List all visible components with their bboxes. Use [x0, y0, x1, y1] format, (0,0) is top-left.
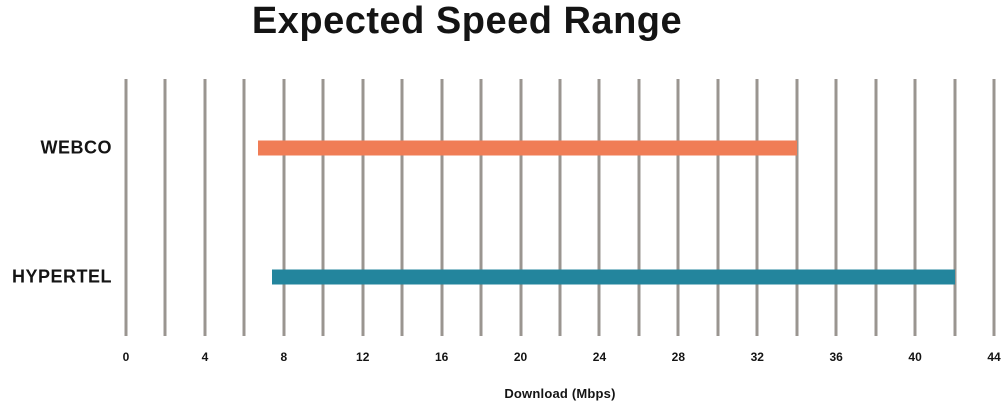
- gridline: [163, 79, 167, 336]
- x-tick-label: 40: [908, 350, 922, 364]
- chart-title: Expected Speed Range: [251, 0, 683, 42]
- gridline: [953, 79, 957, 336]
- gridline: [558, 79, 562, 336]
- gridline: [361, 79, 365, 336]
- range-bar-webco: [258, 140, 797, 156]
- x-tick-label: 24: [592, 350, 607, 364]
- category-label-webco: WEBCO: [40, 137, 112, 158]
- gridline: [519, 79, 523, 336]
- x-tick-label: 8: [280, 350, 288, 364]
- gridline: [874, 79, 878, 336]
- gridline: [124, 79, 128, 336]
- gridline: [440, 79, 444, 336]
- x-tick-label: 44: [987, 350, 1001, 364]
- category-label-hypertel: HYPERTEL: [11, 266, 112, 287]
- gridline: [321, 79, 325, 336]
- gridline: [755, 79, 759, 336]
- x-tick-label: 32: [750, 350, 764, 364]
- gridline: [282, 79, 286, 336]
- plot-area: [124, 79, 996, 336]
- x-axis-ticks: 0 4 8 12 16 20 24 28 32 36 40 44: [122, 350, 1001, 368]
- gridline: [992, 79, 996, 336]
- x-axis-label: Download (Mbps): [504, 386, 616, 401]
- gridline: [597, 79, 601, 336]
- gridline: [676, 79, 680, 336]
- x-tick-label: 4: [201, 350, 209, 364]
- gridline: [716, 79, 720, 336]
- gridline: [834, 79, 838, 336]
- category-axis: WEBCO HYPERTEL: [0, 79, 112, 336]
- gridline: [203, 79, 207, 336]
- gridline: [479, 79, 483, 336]
- gridline: [637, 79, 641, 336]
- gridline: [795, 79, 799, 336]
- gridline: [242, 79, 246, 336]
- gridline: [400, 79, 404, 336]
- x-tick-label: 28: [671, 350, 686, 364]
- x-tick-label: 0: [122, 350, 130, 364]
- x-tick-label: 12: [356, 350, 370, 364]
- range-bar-hypertel: [271, 269, 955, 285]
- x-tick-label: 20: [513, 350, 528, 364]
- x-tick-label: 16: [434, 350, 449, 364]
- gridline: [913, 79, 917, 336]
- x-tick-label: 36: [829, 350, 843, 364]
